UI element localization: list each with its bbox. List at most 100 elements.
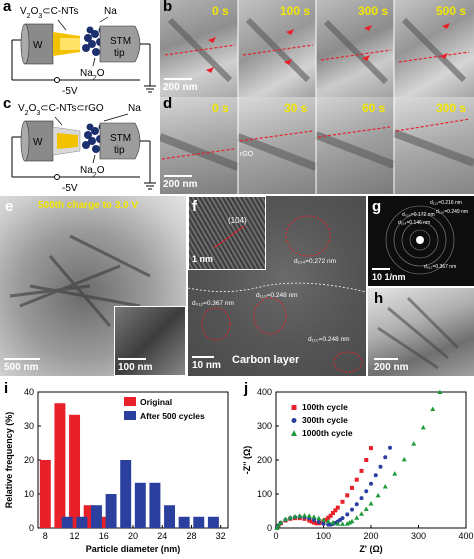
scalebar-h bbox=[374, 358, 398, 360]
scalebar-d bbox=[164, 175, 192, 177]
point-1000th-cycle bbox=[325, 518, 331, 524]
scalebar-b bbox=[164, 78, 192, 80]
point-300th-cycle bbox=[388, 445, 392, 450]
na-spheres bbox=[82, 26, 106, 56]
point-1000th-cycle bbox=[321, 517, 326, 522]
x-tick-label: 300 bbox=[411, 531, 426, 541]
bar-after-500-cycles bbox=[164, 505, 176, 528]
bar-after-500-cycles bbox=[61, 516, 73, 528]
panel-c-na-label: Na bbox=[128, 103, 141, 114]
scalebar-e-inset bbox=[118, 358, 146, 360]
y-tick-label: 10 bbox=[24, 489, 34, 499]
x-axis-title: Particle diameter (nm) bbox=[86, 544, 181, 554]
legend-label: 1000th cycle bbox=[302, 428, 353, 438]
panel-f-inset bbox=[188, 196, 266, 270]
d-spacing-4: d₁₁₀=0.248 nm bbox=[308, 336, 350, 343]
y-tick-label: 30 bbox=[24, 421, 34, 431]
bar-after-500-cycles bbox=[178, 516, 190, 528]
d-spacing-1: d₁₀₄=0.272 nm bbox=[294, 258, 337, 265]
saed-pattern bbox=[385, 205, 455, 275]
d-spacing-2: d₁₁₀=0.248 nm bbox=[256, 292, 298, 299]
point-100th-cycle bbox=[364, 458, 369, 462]
x-tick-label: 32 bbox=[216, 531, 226, 541]
time-label-d2: 60 s bbox=[362, 101, 386, 115]
point-1000th-cycle bbox=[347, 520, 353, 525]
panel-j-label: j bbox=[244, 380, 249, 397]
panel-a-title: V2O3⊂C-NTs bbox=[20, 6, 78, 20]
point-1000th-cycle bbox=[430, 406, 436, 411]
point-1000th-cycle bbox=[368, 501, 374, 506]
svg-text:STM: STM bbox=[110, 36, 131, 47]
scale-label-g: 10 1/nm bbox=[372, 272, 406, 282]
x-tick-label: 400 bbox=[458, 531, 473, 541]
point-100th-cycle bbox=[319, 520, 324, 525]
point-100th-cycle bbox=[345, 493, 350, 498]
panel-a-label: a bbox=[3, 0, 12, 15]
point-100th-cycle bbox=[340, 499, 345, 504]
svg-text:W: W bbox=[33, 137, 43, 148]
panel-h: h 200 nm bbox=[368, 288, 474, 376]
panel-c-title: V2O3⊂C-NTs⊂rGO bbox=[18, 103, 104, 117]
point-100th-cycle bbox=[307, 518, 312, 523]
x-tick-label: 28 bbox=[186, 531, 196, 541]
point-300th-cycle bbox=[316, 519, 321, 524]
voltage-label: -5V bbox=[62, 86, 78, 97]
panel-a: a V2O3⊂C-NTs Na W STM tip Na2O -5V bbox=[0, 0, 160, 97]
panel-d-label: d bbox=[163, 95, 173, 112]
tungsten-electrode bbox=[24, 23, 54, 65]
x-tick-label: 16 bbox=[99, 531, 109, 541]
bar-original bbox=[39, 460, 51, 528]
point-1000th-cycle bbox=[354, 515, 360, 520]
point-100th-cycle bbox=[312, 520, 316, 525]
point-300th-cycle bbox=[340, 516, 345, 521]
point-1000th-cycle bbox=[330, 520, 336, 525]
legend-swatch bbox=[124, 397, 136, 406]
x-tick-label: 12 bbox=[70, 531, 80, 541]
panel-c: c V2O3⊂C-NTs⊂rGO Na W STM tip Na2O - bbox=[0, 95, 160, 194]
y-tick-label: 20 bbox=[24, 455, 34, 465]
point-1000th-cycle bbox=[437, 389, 443, 394]
bar-after-500-cycles bbox=[120, 460, 132, 528]
panel-f: f (104) 1 nm d₁₀₄=0.272 nm d₁₁₀=0.248 nm… bbox=[188, 196, 366, 376]
bar-after-500-cycles bbox=[193, 516, 205, 528]
point-1000th-cycle bbox=[420, 424, 426, 430]
panel-i-label: i bbox=[4, 380, 9, 397]
point-1000th-cycle bbox=[359, 511, 364, 516]
point-1000th-cycle bbox=[302, 512, 307, 518]
bar-after-500-cycles bbox=[105, 494, 117, 528]
panel-c-schematic: V2O3⊂C-NTs⊂rGO Na W STM tip Na2O -5V bbox=[11, 103, 156, 194]
y-tick-label: 0 bbox=[267, 523, 272, 533]
legend-marker bbox=[291, 418, 297, 423]
point-300th-cycle bbox=[373, 473, 378, 478]
bar-after-500-cycles bbox=[90, 505, 102, 528]
histogram-chart: 0 10 20 30 40 8 12 16 20 24 28 32 Particle diameter … bbox=[4, 387, 229, 554]
panel-g: g d₁₁₃=0.216 nm d₁₁₀=0.249 nm d₀₂₄=0.172… bbox=[368, 196, 474, 286]
point-100th-cycle bbox=[323, 517, 328, 522]
legend-label: After 500 cycles bbox=[140, 411, 205, 421]
bar-after-500-cycles bbox=[134, 482, 146, 528]
y-axis-title: -Z'' (Ω) bbox=[242, 446, 252, 475]
scalebar-g bbox=[372, 268, 390, 270]
svg-text:tip: tip bbox=[114, 145, 125, 156]
point-100th-cycle bbox=[354, 477, 359, 482]
x-tick-label: 200 bbox=[363, 531, 378, 541]
plot-frame bbox=[275, 391, 467, 529]
y-tick-label: 40 bbox=[24, 387, 34, 397]
point-1000th-cycle bbox=[278, 520, 284, 525]
point-1000th-cycle bbox=[287, 514, 293, 520]
point-100th-cycle bbox=[335, 505, 340, 510]
saed-spot-5: d₀₁₂=0.367 nm bbox=[424, 264, 457, 270]
y-tick-label: 0 bbox=[29, 523, 34, 533]
y-tick-label: 300 bbox=[257, 421, 272, 431]
time-label-b3: 500 s bbox=[436, 4, 467, 18]
time-label-b0: 0 s bbox=[212, 4, 229, 18]
x-axis-title: Z' (Ω) bbox=[359, 544, 382, 554]
point-300th-cycle bbox=[350, 507, 354, 512]
point-1000th-cycle bbox=[311, 514, 317, 519]
point-300th-cycle bbox=[364, 489, 369, 494]
panel-g-label: g bbox=[372, 198, 382, 215]
point-1000th-cycle bbox=[411, 441, 417, 446]
scalebar-e bbox=[4, 358, 40, 360]
svg-text:-5V: -5V bbox=[62, 183, 78, 194]
rgo-label: rGO bbox=[240, 151, 254, 158]
